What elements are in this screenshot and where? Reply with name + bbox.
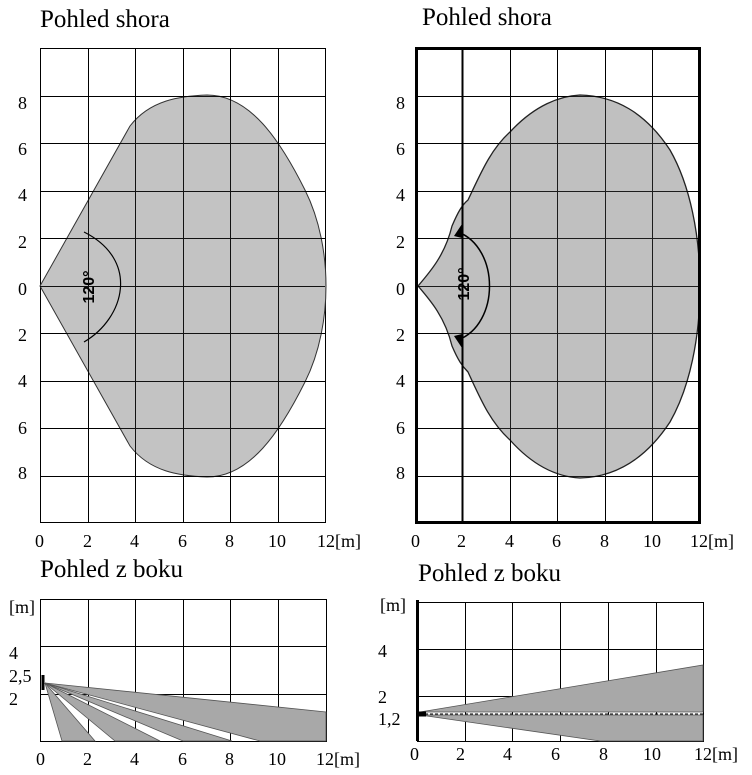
x-tick: 8	[225, 749, 234, 769]
y-tick: 6	[18, 418, 27, 438]
y-tick: 6	[18, 139, 27, 159]
top-right-title: Pohled shora	[422, 4, 552, 31]
y-tick: 2	[18, 325, 27, 345]
y-tick: 4	[18, 185, 27, 205]
y-tick: 8	[18, 93, 27, 113]
x-tick: 10	[268, 531, 286, 551]
x-tick: 10	[268, 749, 286, 769]
y-tick: 2	[18, 232, 27, 252]
bottom-left-beams	[44, 682, 327, 742]
beam-mid	[44, 682, 161, 742]
x-tick: 8	[600, 531, 609, 551]
y-tick: 4	[396, 371, 405, 391]
top-right-arrow-up	[454, 224, 462, 238]
x-tick: 2	[83, 749, 92, 769]
x-tick: 6	[178, 749, 187, 769]
top-left-angle-label: 120°	[81, 270, 98, 303]
y-tick: 0	[18, 279, 27, 299]
x-tick: 0	[35, 531, 44, 551]
beam-lower	[419, 714, 704, 742]
y-tick: 4	[378, 641, 387, 661]
y-tick: 8	[396, 463, 405, 483]
x-tick: 12[m]	[317, 531, 361, 551]
beam-near	[44, 682, 96, 742]
y-tick: 2	[396, 325, 405, 345]
x-tick: 12[m]	[690, 531, 734, 551]
top-right-frame	[415, 47, 701, 524]
y-tick: 8	[396, 93, 405, 113]
bottom-right-title: Pohled z boku	[418, 560, 562, 587]
beam-upper	[419, 664, 704, 713]
y-tick: 6	[396, 418, 405, 438]
x-tick: 2	[457, 531, 466, 551]
x-tick: 2	[83, 531, 92, 551]
x-tick: 4	[130, 749, 139, 769]
x-tick: 2	[456, 744, 465, 764]
x-tick: 8	[225, 531, 234, 551]
top-right-angle-arc	[457, 231, 491, 341]
x-tick: 12[m]	[316, 749, 360, 769]
top-right-arrow-down	[454, 334, 462, 348]
y-tick: 0	[396, 279, 405, 299]
bottom-right-y-unit: [m]	[380, 595, 406, 615]
top-left-title: Pohled shora	[40, 6, 170, 33]
y-tick: 4	[18, 371, 27, 391]
x-tick: 0	[36, 749, 45, 769]
y-tick: 2	[396, 232, 405, 252]
x-tick: 4	[505, 531, 514, 551]
x-tick: 8	[599, 744, 608, 764]
y-tick: 8	[18, 463, 27, 483]
beam-long	[44, 682, 327, 742]
bottom-left-y-unit: [m]	[9, 597, 35, 617]
bottom-right-beams	[419, 664, 704, 742]
top-right-angle-label: 120°	[456, 267, 473, 300]
x-tick: 6	[551, 744, 560, 764]
top-left-angle-arc	[83, 231, 122, 343]
y-tick: 2,5	[9, 666, 32, 686]
y-tick: 2	[378, 687, 387, 707]
y-tick: 1,2	[378, 709, 401, 729]
x-tick: 10	[643, 744, 661, 764]
top-left-grid-overlay	[40, 48, 325, 522]
y-tick: 4	[396, 185, 405, 205]
y-tick: 6	[396, 139, 405, 159]
y-tick: 2	[9, 689, 18, 709]
x-tick: 6	[178, 531, 187, 551]
x-tick: 4	[130, 531, 139, 551]
x-tick: 0	[411, 531, 420, 551]
x-tick: 4	[503, 744, 512, 764]
beam-far	[44, 682, 233, 742]
x-tick: 0	[410, 744, 419, 764]
bottom-left-title: Pohled z boku	[40, 556, 184, 583]
y-tick: 4	[9, 643, 18, 663]
x-tick: 12[m]	[694, 744, 738, 764]
x-tick: 6	[552, 531, 561, 551]
x-tick: 10	[643, 531, 661, 551]
